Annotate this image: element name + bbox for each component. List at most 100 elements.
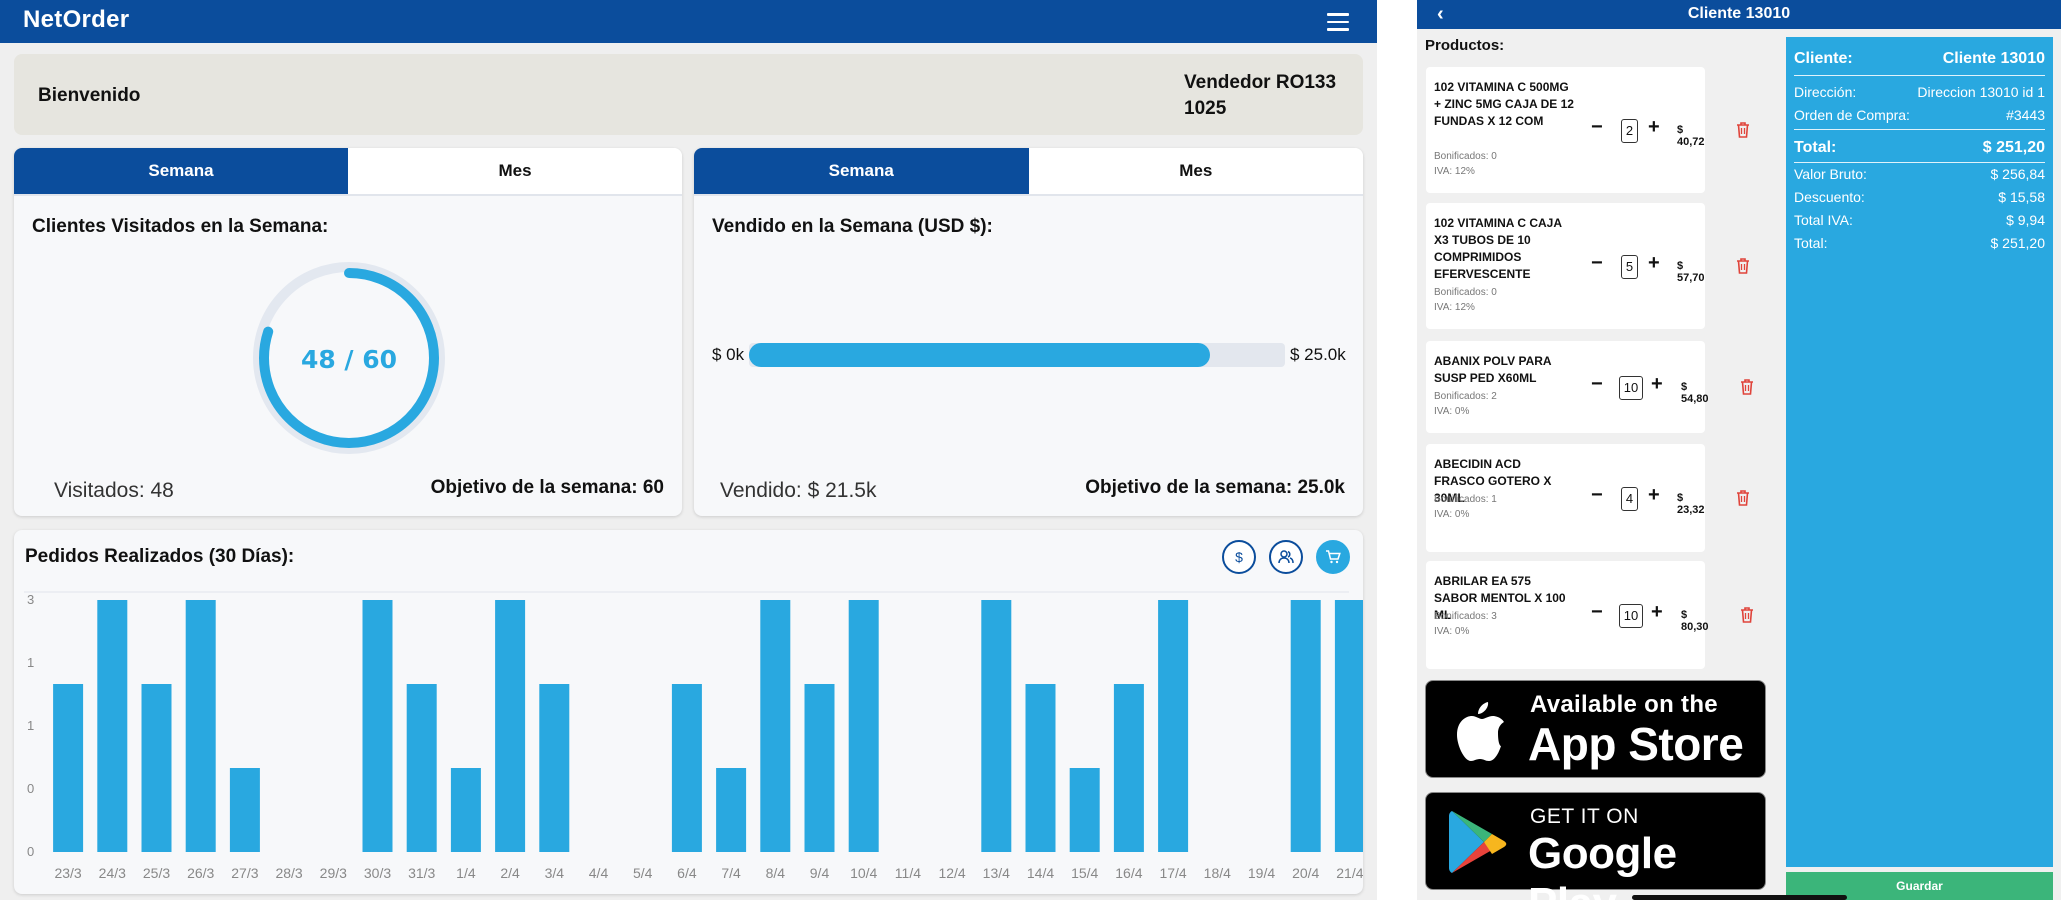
quantity-input[interactable]: 4 [1621, 487, 1638, 511]
chart-bar-16/4[interactable] [1113, 684, 1144, 852]
y-tick-label: 1 [27, 655, 34, 670]
y-tick-label: 0 [27, 844, 34, 859]
y-tick-label: 3 [27, 592, 34, 607]
top-bar: NetOrder [0, 0, 1377, 43]
chart-bar-10/4[interactable] [848, 600, 879, 852]
trash-icon[interactable] [1740, 607, 1754, 623]
x-tick-label: 10/4 [850, 865, 877, 881]
quantity-input[interactable]: 10 [1619, 376, 1643, 400]
x-tick-label: 13/4 [983, 865, 1010, 881]
sales-min-label: $ 0k [712, 345, 745, 364]
increase-qty-button[interactable]: + [1648, 116, 1660, 138]
chart-bar-24/3[interactable] [97, 600, 128, 852]
vendor-name: Vendedor RO133 [1184, 72, 1337, 93]
appstore-line1: Available on the [1530, 691, 1718, 718]
tab-week[interactable]: Semana [14, 148, 348, 194]
discount-value: $ 15,58 [1998, 189, 2045, 205]
x-tick-label: 19/4 [1248, 865, 1275, 881]
sales-card-title: Vendido en la Semana (USD $): [712, 216, 993, 237]
x-tick-label: 27/3 [231, 865, 258, 881]
sales-max-label: $ 25.0k [1290, 345, 1346, 364]
decrease-qty-button[interactable]: − [1591, 601, 1603, 623]
users-icon[interactable] [1269, 540, 1303, 574]
product-row: ABANIX POLV PARA SUSP PED X60ML Bonificad… [1426, 341, 1753, 433]
chart-bar-21/4[interactable] [1334, 600, 1363, 852]
hamburger-menu-icon[interactable] [1327, 13, 1349, 31]
cart-icon[interactable] [1316, 540, 1350, 574]
decrease-qty-button[interactable]: − [1591, 252, 1603, 274]
trash-icon[interactable] [1740, 379, 1754, 395]
x-tick-label: 25/3 [143, 865, 170, 881]
summary-divider [1794, 129, 2045, 130]
decrease-qty-button[interactable]: − [1591, 484, 1603, 506]
chart-bar-8/4[interactable] [760, 600, 791, 852]
chart-bar-26/3[interactable] [185, 600, 216, 852]
tab-month[interactable]: Mes [1028, 148, 1363, 194]
quantity-input[interactable]: 5 [1621, 255, 1638, 279]
dashboard-app: NetOrder Bienvenido Vendedor RO133 1025 … [0, 0, 1377, 900]
chart-bar-15/4[interactable] [1069, 768, 1100, 852]
vendor-info: Vendedor RO133 1025 [1184, 70, 1336, 122]
product-name: ABECIDIN ACD FRASCO GOTERO X 30ML [1434, 457, 1552, 505]
product-iva: IVA: 12% [1434, 166, 1475, 177]
y-tick-label: 1 [27, 718, 34, 733]
product-bonus: Bonificados: 0 [1434, 151, 1497, 162]
product-price: $ 57,70 [1677, 260, 1705, 284]
tab-month[interactable]: Mes [348, 148, 682, 194]
summary-address-row: Dirección: Direccion 13010 id 1 [1794, 84, 2045, 100]
orders-bar-chart: 0 0 1 1 3 23/3 24/3 25/3 26/3 27/3 28/3 29/3 30/3 31/… [24, 591, 1363, 881]
trash-icon[interactable] [1736, 258, 1750, 274]
x-tick-label: 23/3 [54, 865, 81, 881]
google-play-badge[interactable]: GET IT ON Google Play [1425, 792, 1766, 900]
trash-icon[interactable] [1736, 122, 1750, 138]
quantity-input[interactable]: 10 [1619, 604, 1643, 628]
chart-bar-2/4[interactable] [495, 600, 526, 852]
chart-bar-20/4[interactable] [1290, 600, 1321, 852]
increase-qty-button[interactable]: + [1648, 252, 1660, 274]
chart-bar-31/3[interactable] [406, 684, 437, 852]
chart-bar-23/3[interactable] [53, 684, 84, 852]
chart-bar-9/4[interactable] [804, 684, 835, 852]
chart-bar-3/4[interactable] [539, 684, 570, 852]
chart-bar-30/3[interactable] [362, 600, 393, 852]
tab-week[interactable]: Semana [694, 148, 1029, 194]
decrease-qty-button[interactable]: − [1591, 373, 1603, 395]
order-top-bar: ‹ Cliente 13010 [1417, 0, 2061, 29]
chart-bar-27/3[interactable] [229, 768, 260, 852]
summary-total2-row: Total: $ 251,20 [1794, 235, 2045, 251]
trash-icon[interactable] [1736, 490, 1750, 506]
chart-bar-6/4[interactable] [671, 684, 702, 852]
product-row: ABECIDIN ACD FRASCO GOTERO X 30ML Bonific… [1426, 444, 1749, 552]
chart-bar-14/4[interactable] [1025, 684, 1056, 852]
increase-qty-button[interactable]: + [1651, 373, 1663, 395]
x-tick-label: 15/4 [1071, 865, 1098, 881]
product-price: $ 54,80 [1681, 381, 1709, 405]
product-bonus: Bonificados: 1 [1434, 494, 1497, 505]
total-value: $ 251,20 [1982, 139, 2045, 156]
gauge-value: 48 / 60 [301, 345, 397, 374]
dollar-icon[interactable]: $ [1222, 540, 1256, 574]
clients-card-title: Clientes Visitados en la Semana: [32, 216, 329, 237]
x-tick-label: 18/4 [1204, 865, 1231, 881]
visited-count: Visitados: 48 [54, 479, 174, 502]
back-chevron-icon[interactable]: ‹ [1437, 3, 1444, 25]
quantity-input[interactable]: 2 [1621, 119, 1638, 143]
order-summary-panel: Cliente: Cliente 13010 Dirección: Direccio… [1786, 37, 2053, 867]
chart-bar-25/3[interactable] [141, 684, 172, 852]
client-value: Cliente 13010 [1942, 50, 2045, 67]
x-tick-label: 12/4 [938, 865, 965, 881]
increase-qty-button[interactable]: + [1651, 601, 1663, 623]
app-store-badge[interactable]: Available on the App Store [1425, 680, 1766, 778]
chart-bar-1/4[interactable] [450, 768, 481, 852]
product-price: $ 40,72 [1677, 124, 1705, 148]
product-iva: IVA: 0% [1434, 406, 1470, 417]
products-label: Productos: [1425, 37, 1505, 54]
apple-logo-icon [1457, 702, 1504, 761]
increase-qty-button[interactable]: + [1648, 484, 1660, 506]
x-tick-label: 28/3 [275, 865, 302, 881]
clients-progress-gauge: 48 / 60 [253, 262, 445, 454]
decrease-qty-button[interactable]: − [1591, 116, 1603, 138]
chart-bar-7/4[interactable] [716, 768, 747, 852]
chart-bar-13/4[interactable] [981, 600, 1012, 852]
chart-bar-17/4[interactable] [1158, 600, 1189, 852]
